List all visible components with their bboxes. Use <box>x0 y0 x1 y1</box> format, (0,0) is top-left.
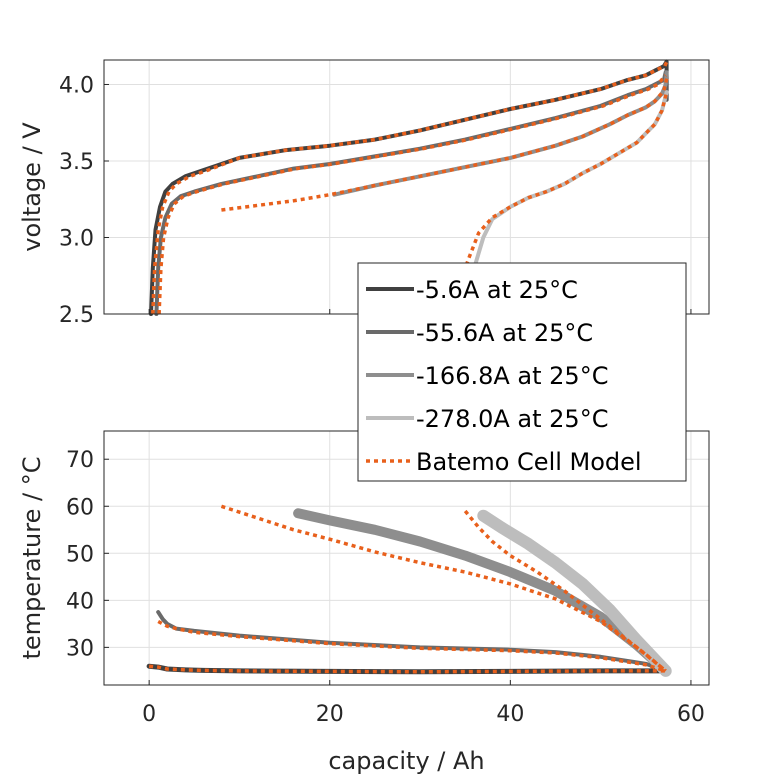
legend-label: -5.6A at 25°C <box>416 276 578 304</box>
y-tick-label: 3.0 <box>59 226 94 251</box>
y-tick-label: 50 <box>66 542 94 567</box>
legend-label: Batemo Cell Model <box>416 448 642 476</box>
legend-label: -278.0A at 25°C <box>416 405 608 433</box>
series-line--55.6a-at-25-c <box>156 610 668 673</box>
y-tick-label: 3.5 <box>59 150 94 175</box>
x-axis-label: capacity / Ah <box>328 747 484 775</box>
y-tick-label: 4.0 <box>59 73 94 98</box>
y-tick-label: 60 <box>66 495 94 520</box>
series-line-batemo-cell-model <box>151 59 670 315</box>
x-tick-label: 60 <box>677 702 705 727</box>
legend-box <box>357 262 687 482</box>
series-line--166.8a-at-25-c <box>332 70 669 197</box>
y-tick-label: 30 <box>66 636 94 661</box>
series-line-batemo-cell-model <box>148 664 667 674</box>
temperature-plot: 30 40 50 60 70 0 20 40 60 temperature / °C capacit… <box>18 430 710 775</box>
y-axis-label: temperature / °C <box>18 457 46 660</box>
series-line--5.6a-at-25-c <box>149 59 669 316</box>
voltage-plot: 2.5 3.0 3.5 4.0 voltage / V <box>18 59 710 328</box>
legend: -5.6A at 25°C -55.6A at 25°C -166.8A at 25… <box>357 262 687 482</box>
y-tick-label: 2.5 <box>59 303 94 328</box>
y-tick-label: 70 <box>66 448 94 473</box>
x-tick-label: 0 <box>142 702 156 727</box>
x-tick-label: 40 <box>496 702 524 727</box>
series-line-model <box>459 91 669 281</box>
legend-label: -166.8A at 25°C <box>416 362 608 390</box>
x-tick-label: 20 <box>316 702 344 727</box>
series-line-model <box>221 74 670 212</box>
legend-label: -55.6A at 25°C <box>416 319 593 347</box>
series-line--278.0a-at-25-c <box>477 509 672 677</box>
y-axis-label: voltage / V <box>18 122 46 252</box>
series-line--166.8a-at-25-c <box>293 508 671 676</box>
series-line-model <box>157 619 667 673</box>
y-tick-label: 40 <box>66 589 94 614</box>
